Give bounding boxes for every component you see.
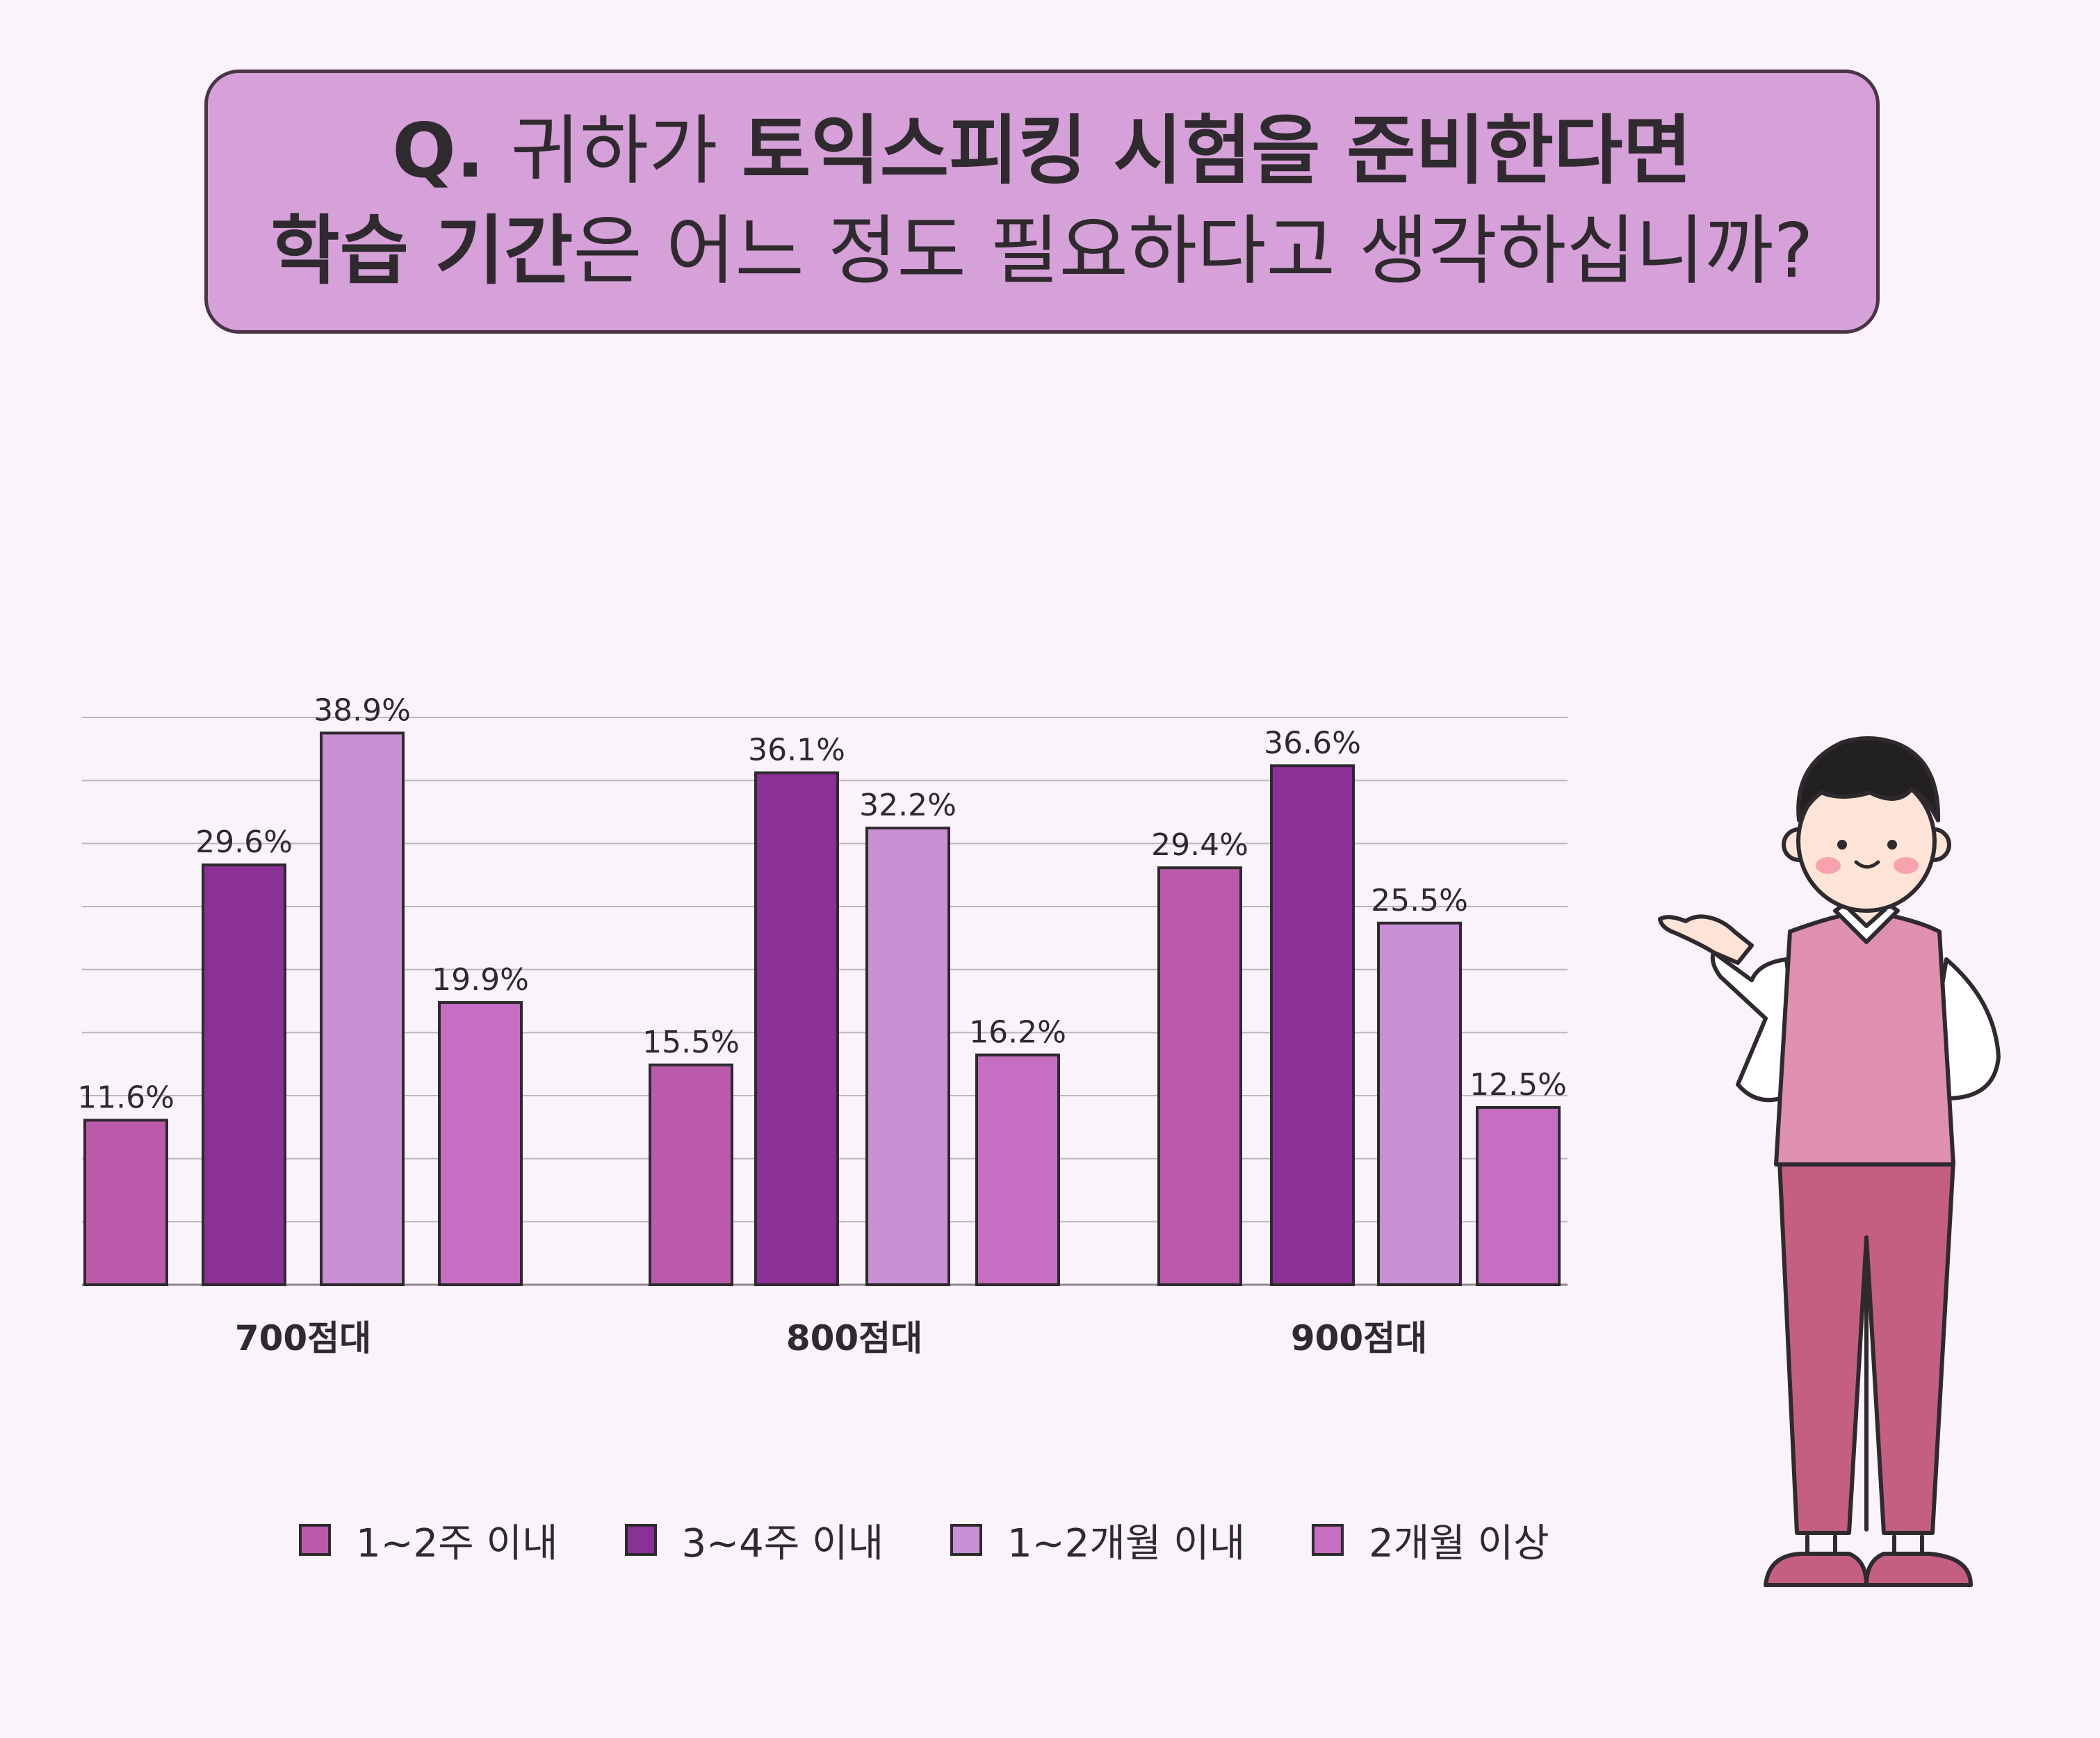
bar: [320, 731, 405, 1286]
legend-label: 1~2주 이내: [356, 1520, 558, 1566]
value-label: 29.6%: [195, 825, 293, 860]
bar: [202, 863, 286, 1287]
bar: [83, 1119, 168, 1286]
bar: [649, 1063, 733, 1287]
title-seg: 토익스피킹 시험을 준비한다면: [741, 108, 1692, 195]
value-label: 15.5%: [642, 1025, 740, 1060]
legend-swatch: [950, 1524, 983, 1556]
legend-label: 3~4주 이내: [681, 1520, 884, 1566]
value-label: 12.5%: [1470, 1067, 1567, 1103]
bar: [1270, 764, 1355, 1286]
x-axis: 700점대 800점대 900점대: [235, 1318, 1427, 1358]
title-line-1: Q. 귀하가 토익스피킹 시험을 준비한다면: [392, 106, 1692, 197]
value-label: 16.2%: [969, 1015, 1066, 1050]
value-labels: 11.6% 29.6% 38.9% 19.9% 15.5% 36.1% 32.2% 16.2%…: [77, 692, 1567, 1115]
legend-item: 3~4주 이내: [624, 1512, 884, 1568]
legend-swatch: [1312, 1524, 1344, 1556]
value-label: 25.5%: [1371, 883, 1468, 918]
title-seg: 귀하가: [510, 108, 742, 195]
title-seg: 학습 기간: [270, 208, 573, 295]
value-label: 38.9%: [314, 692, 411, 728]
bar: [975, 1053, 1060, 1287]
x-tick-label: 900점대: [1291, 1318, 1427, 1358]
title-seg: 은 어느 정도 필요하다고 생각하십니까?: [573, 208, 1814, 295]
presenter-character-icon: [1658, 736, 2001, 1587]
x-tick-label: 700점대: [235, 1318, 371, 1358]
value-label: 36.6%: [1264, 725, 1361, 761]
legend: 1~2주 이내 3~4주 이내 1~2개월 이내 2개월 이상: [299, 1512, 1550, 1568]
legend-item: 2개월 이상: [1312, 1512, 1549, 1568]
legend-item: 1~2주 이내: [299, 1512, 558, 1568]
bar: [438, 1001, 523, 1287]
legend-swatch: [299, 1524, 331, 1556]
bar: [865, 827, 950, 1286]
bars: [83, 731, 1561, 1287]
title-box: Q. 귀하가 토익스피킹 시험을 준비한다면 학습 기간은 어느 정도 필요하다…: [204, 70, 1880, 334]
value-label: 19.9%: [432, 962, 529, 998]
value-label: 36.1%: [748, 733, 845, 768]
value-label: 29.4%: [1151, 827, 1248, 863]
bar: [1157, 866, 1242, 1286]
x-tick-label: 800점대: [786, 1318, 922, 1358]
title-seg: Q.: [392, 108, 511, 195]
bar: [1377, 921, 1462, 1287]
title-line-2: 학습 기간은 어느 정도 필요하다고 생각하십니까?: [270, 206, 1813, 297]
bar: [754, 771, 839, 1287]
legend-item: 1~2개월 이내: [950, 1512, 1245, 1568]
legend-label: 1~2개월 이내: [1007, 1520, 1246, 1566]
legend-swatch: [624, 1524, 657, 1556]
value-label: 11.6%: [77, 1080, 174, 1115]
value-label: 32.2%: [859, 788, 957, 823]
bar: [1476, 1106, 1561, 1286]
legend-label: 2개월 이상: [1369, 1520, 1549, 1566]
